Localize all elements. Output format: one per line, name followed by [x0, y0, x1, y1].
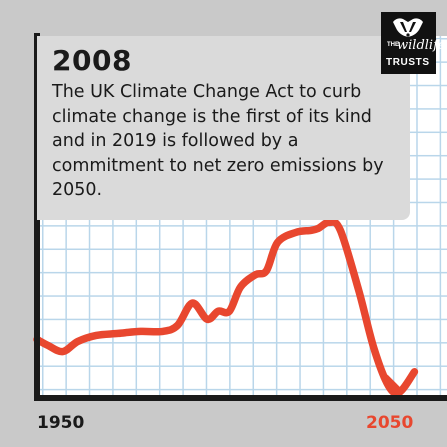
year-title: 2008 — [52, 44, 132, 77]
logo-text-the: THE — [387, 42, 399, 48]
event-description: The UK Climate Change Act to curb climat… — [52, 82, 384, 200]
wildlife-trusts-logo: THE wildlife TRUSTS — [381, 12, 446, 74]
logo-text-trusts: TRUSTS — [386, 57, 430, 68]
x-axis-start-label: 1950 — [37, 413, 85, 433]
x-axis-end-label: 2050 — [366, 413, 414, 433]
arrow-head — [381, 374, 404, 396]
emissions-line — [33, 218, 419, 397]
info-card — [37, 36, 410, 220]
logo-text-wildlife: wildlife — [397, 38, 446, 53]
badger-icon — [393, 18, 423, 37]
